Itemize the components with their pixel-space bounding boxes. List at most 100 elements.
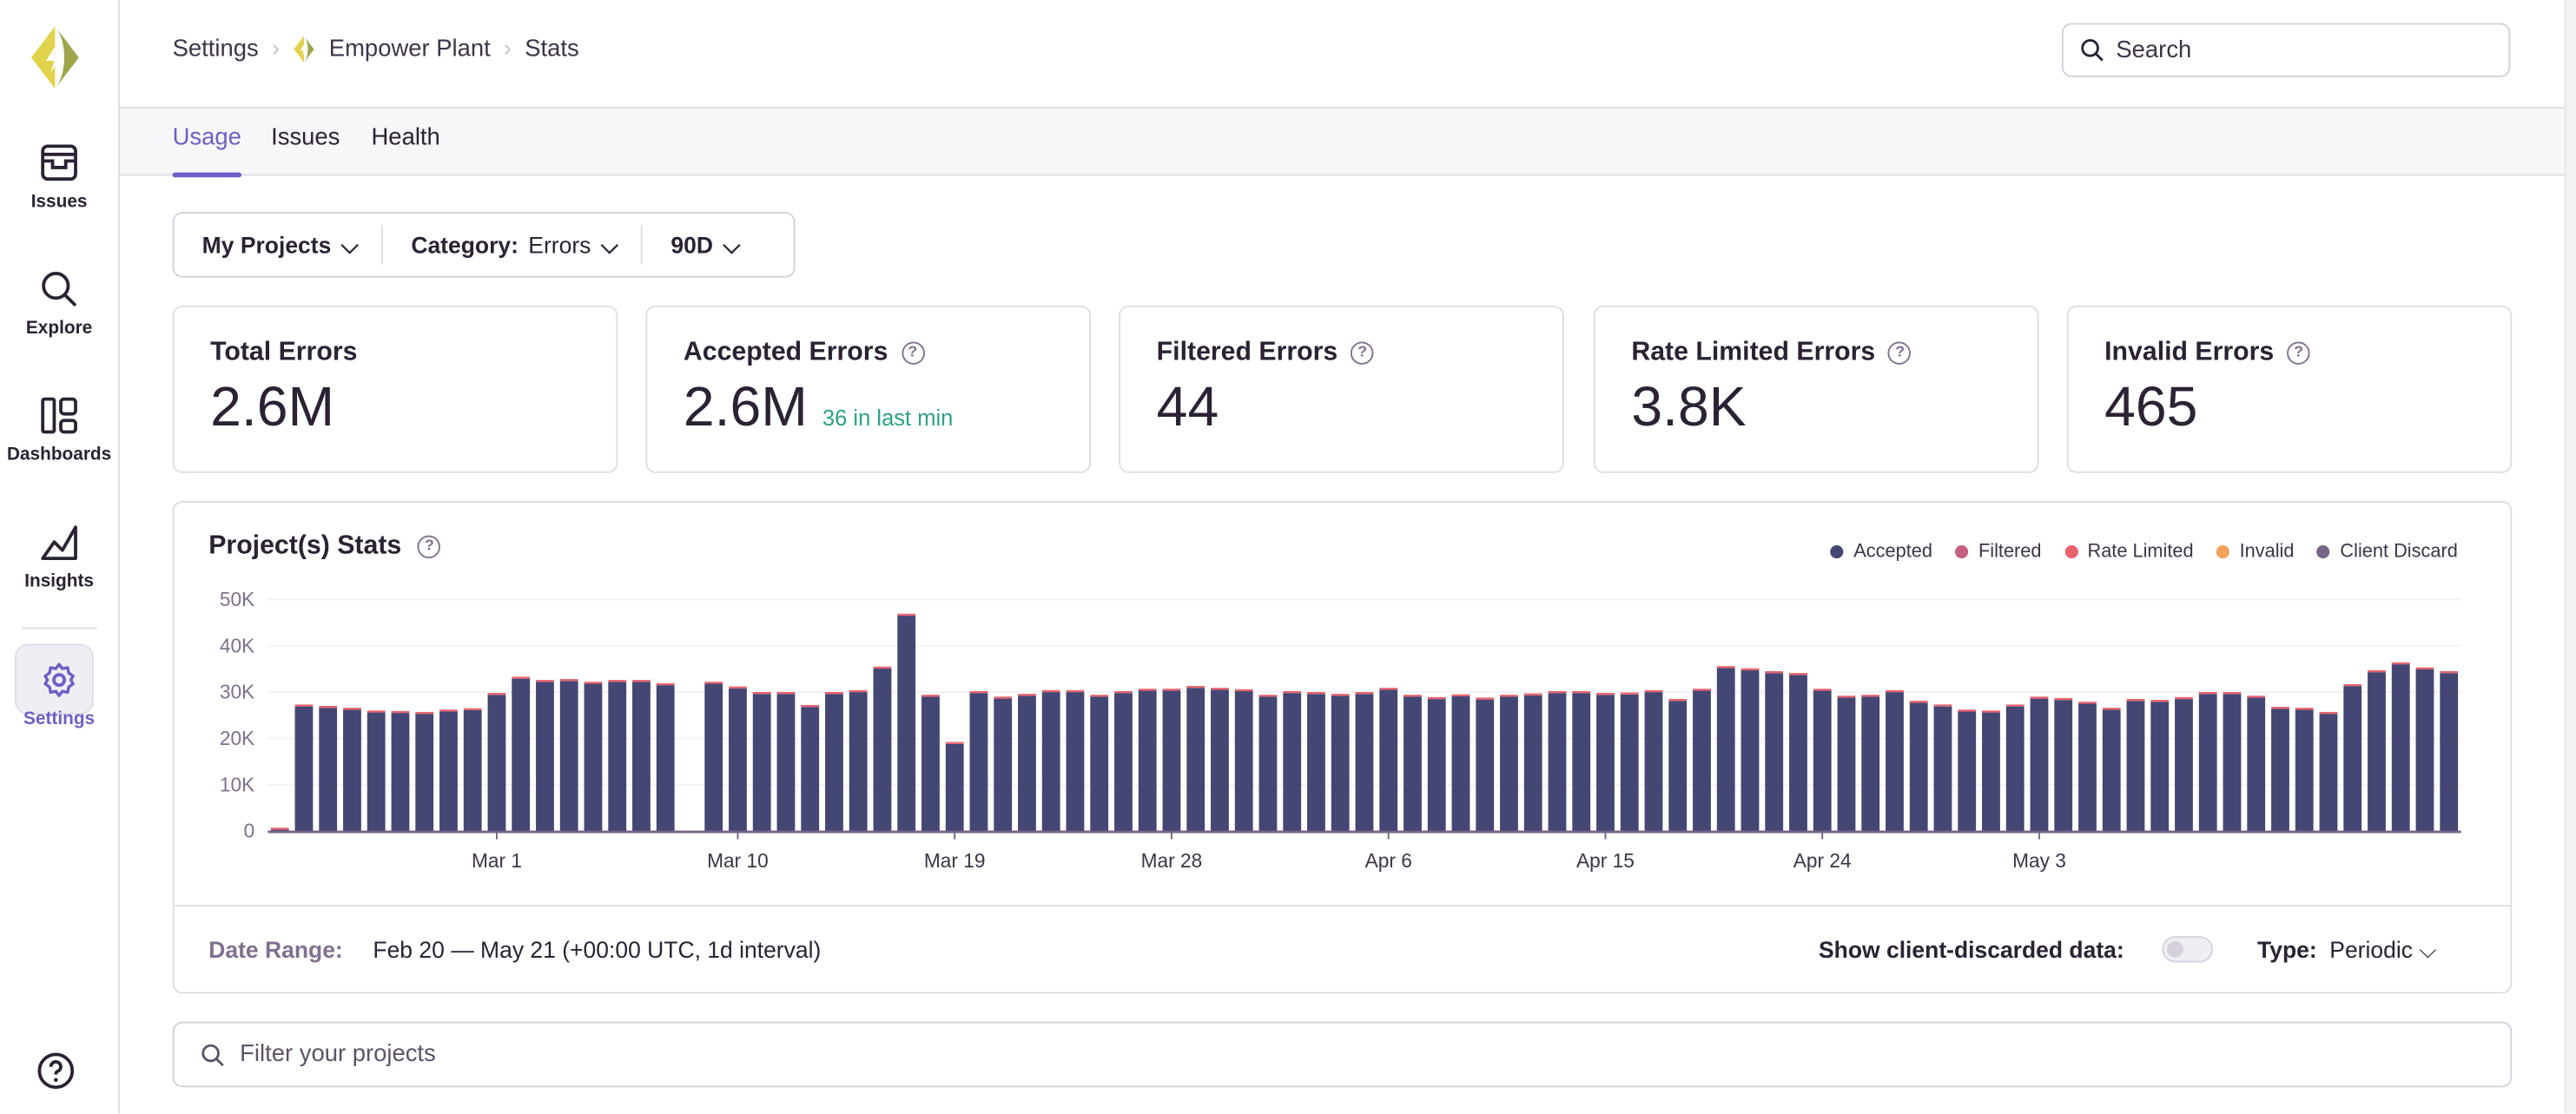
bar-accepted[interactable]	[632, 682, 651, 832]
project-selector[interactable]: My Projects ⌵	[175, 225, 382, 264]
bar-accepted[interactable]	[294, 706, 314, 832]
bar-accepted[interactable]	[1162, 690, 1181, 832]
tab-health[interactable]: Health	[371, 124, 440, 152]
bar-accepted[interactable]	[391, 713, 410, 832]
bar-accepted[interactable]	[849, 692, 868, 832]
bar-accepted[interactable]	[1283, 693, 1302, 832]
question-icon[interactable]: ?	[1888, 341, 1912, 365]
bar-accepted[interactable]	[1548, 693, 1567, 832]
bar-accepted[interactable]	[729, 688, 747, 832]
bar-accepted[interactable]	[608, 682, 627, 832]
bar-accepted[interactable]	[2391, 664, 2410, 832]
bar-accepted[interactable]	[1596, 695, 1615, 832]
bar-accepted[interactable]	[1427, 699, 1446, 832]
tab-usage[interactable]: Usage	[172, 124, 241, 178]
bar-accepted[interactable]	[921, 696, 940, 832]
bar-accepted[interactable]	[2343, 686, 2362, 832]
bar-accepted[interactable]	[319, 708, 338, 832]
legend-item[interactable]: Filtered	[1955, 542, 2042, 562]
bar-accepted[interactable]	[994, 698, 1013, 832]
sidebar-item-issues[interactable]: Issues	[0, 143, 118, 212]
bar-accepted[interactable]	[2295, 709, 2314, 832]
question-icon[interactable]	[36, 1051, 76, 1091]
bar-accepted[interactable]	[1066, 692, 1085, 832]
bar-accepted[interactable]	[367, 712, 386, 832]
bar-accepted[interactable]	[656, 685, 675, 832]
bar-accepted[interactable]	[1090, 696, 1109, 832]
bar-accepted[interactable]	[704, 683, 723, 832]
bar-accepted[interactable]	[825, 694, 843, 832]
bar-accepted[interactable]	[1620, 694, 1639, 832]
project-filter-input[interactable]: Filter your projects	[172, 1021, 2513, 1088]
bar-accepted[interactable]	[343, 709, 361, 832]
bar-accepted[interactable]	[1379, 689, 1398, 832]
bar-accepted[interactable]	[1404, 696, 1422, 832]
bar-accepted[interactable]	[1693, 690, 1711, 832]
bar-accepted[interactable]	[2198, 694, 2217, 832]
bar-accepted[interactable]	[463, 709, 482, 832]
question-icon[interactable]: ?	[901, 341, 925, 365]
bar-accepted[interactable]	[1909, 702, 1928, 832]
bar-accepted[interactable]	[1355, 694, 1374, 832]
bar-accepted[interactable]	[1186, 688, 1205, 832]
bar-accepted[interactable]	[1258, 696, 1278, 832]
breadcrumb-project[interactable]: Empower Plant	[328, 36, 491, 63]
legend-item[interactable]: Accepted	[1830, 542, 1932, 562]
bar-accepted[interactable]	[897, 616, 916, 832]
bar-accepted[interactable]	[2440, 673, 2459, 832]
bar-accepted[interactable]	[752, 694, 771, 832]
bar-accepted[interactable]	[1644, 692, 1663, 832]
bar-accepted[interactable]	[776, 694, 796, 832]
bar-accepted[interactable]	[2078, 703, 2097, 832]
bar-accepted[interactable]	[1886, 692, 1904, 832]
search-input[interactable]: Search	[2061, 23, 2511, 77]
question-icon[interactable]: ?	[418, 535, 441, 559]
type-selector[interactable]: Periodic ⌵	[2329, 936, 2436, 964]
bar-accepted[interactable]	[1958, 711, 1977, 832]
bar-accepted[interactable]	[1018, 695, 1036, 832]
legend-item[interactable]: Client Discard	[2316, 542, 2458, 562]
bar-accepted[interactable]	[1211, 689, 1229, 832]
period-selector[interactable]: 90D ⌵	[641, 225, 763, 265]
bar-accepted[interactable]	[2150, 702, 2170, 832]
bar-accepted[interactable]	[2415, 669, 2434, 832]
bar-accepted[interactable]	[439, 711, 458, 832]
bar-accepted[interactable]	[512, 678, 531, 832]
sidebar-item-explore[interactable]: Explore	[0, 269, 118, 339]
bar-accepted[interactable]	[559, 681, 578, 832]
bar-accepted[interactable]	[1716, 668, 1735, 832]
bar-accepted[interactable]	[2102, 709, 2121, 832]
bar-accepted[interactable]	[1765, 673, 1784, 832]
question-icon[interactable]: ?	[2287, 341, 2310, 365]
bar-accepted[interactable]	[1813, 690, 1832, 832]
bar-accepted[interactable]	[1451, 695, 1470, 832]
bar-accepted[interactable]	[270, 829, 289, 832]
bar-accepted[interactable]	[1933, 706, 1952, 832]
sidebar-item-settings[interactable]: Settings	[0, 660, 118, 729]
bar-accepted[interactable]	[1138, 690, 1157, 832]
org-logo[interactable]	[28, 24, 82, 90]
sidebar-item-dashboards[interactable]: Dashboards	[0, 396, 118, 465]
bar-accepted[interactable]	[2126, 701, 2145, 832]
bar-accepted[interactable]	[2368, 672, 2386, 832]
bar-accepted[interactable]	[2005, 706, 2024, 832]
bar-accepted[interactable]	[584, 683, 603, 832]
bar-accepted[interactable]	[873, 668, 892, 832]
bar-accepted[interactable]	[1114, 693, 1133, 832]
bar-accepted[interactable]	[1523, 695, 1542, 832]
bar-accepted[interactable]	[1307, 694, 1325, 832]
bar-accepted[interactable]	[2247, 697, 2266, 832]
bar-accepted[interactable]	[1837, 697, 1856, 832]
bar-accepted[interactable]	[1572, 693, 1591, 832]
bar-accepted[interactable]	[487, 695, 506, 832]
tab-issues[interactable]: Issues	[271, 124, 340, 152]
bar-accepted[interactable]	[1331, 695, 1350, 832]
bar-accepted[interactable]	[2175, 699, 2193, 832]
bar-accepted[interactable]	[2271, 709, 2289, 832]
settings-highlight[interactable]	[15, 643, 94, 715]
bar-accepted[interactable]	[1861, 696, 1880, 832]
bar-accepted[interactable]	[2223, 694, 2242, 832]
bar-accepted[interactable]	[1476, 699, 1495, 832]
category-selector[interactable]: Category: Errors ⌵	[381, 225, 641, 265]
bar-accepted[interactable]	[1668, 701, 1688, 832]
